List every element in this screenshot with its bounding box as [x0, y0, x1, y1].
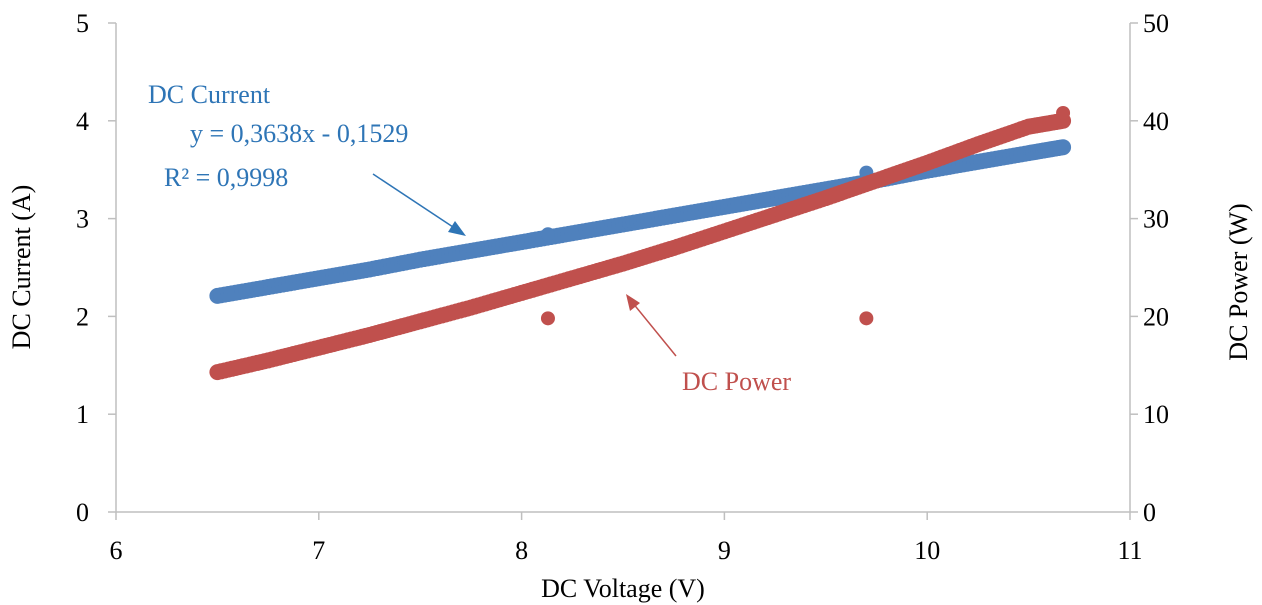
y-left-tick-label: 1: [76, 400, 89, 429]
trendline-equation: y = 0,3638x - 0,1529: [190, 119, 408, 148]
y-right-tick-label: 0: [1143, 498, 1156, 527]
y-axis-left-title: DC Current (A): [7, 185, 36, 350]
y-axis-right-title: DC Power (W): [1224, 203, 1253, 360]
y-left-tick-label: 4: [76, 107, 89, 136]
dc-current-outlier-point: [540, 227, 555, 242]
y-left-tick-label: 5: [76, 9, 89, 38]
x-tick-label: 6: [110, 536, 123, 565]
y-right-tick-label: 50: [1143, 9, 1169, 38]
power-arrow-line: [631, 301, 677, 357]
y-right-tick-label: 40: [1143, 107, 1169, 136]
axes: [115, 23, 1131, 513]
dc-power-outlier-point: [540, 311, 555, 326]
x-tick-label: 8: [515, 536, 528, 565]
trendline-r-squared: R² = 0,9998: [164, 163, 288, 192]
x-axis-title: DC Voltage (V): [541, 574, 705, 603]
y-right-tick-label: 30: [1143, 205, 1169, 234]
dc-power-outlier-point: [859, 311, 874, 326]
current-arrow-head: [448, 221, 466, 236]
x-tick-label: 10: [914, 536, 940, 565]
y-left-tick-label: 2: [76, 302, 89, 331]
y-right-tick-label: 10: [1143, 400, 1169, 429]
dc-current-series: [209, 139, 1072, 304]
dc-power-series: [209, 105, 1072, 381]
x-tick-label: 11: [1117, 536, 1142, 565]
y-left-tick-label: 0: [76, 498, 89, 527]
y-right-tick-label: 20: [1143, 302, 1169, 331]
x-tick-label: 7: [312, 536, 325, 565]
current-arrow-line: [372, 173, 457, 230]
dc-current-outlier-point: [399, 254, 414, 269]
series-layer: [209, 105, 1072, 381]
x-tick-label: 9: [718, 536, 731, 565]
power-series-label: DC Power: [682, 367, 791, 396]
dc-current-point: [1055, 139, 1072, 156]
power-arrow-head: [626, 294, 640, 311]
dc-power-outlier-point: [1056, 105, 1071, 120]
y-left-tick-label: 3: [76, 205, 89, 234]
current-series-label: DC Current: [148, 80, 271, 109]
